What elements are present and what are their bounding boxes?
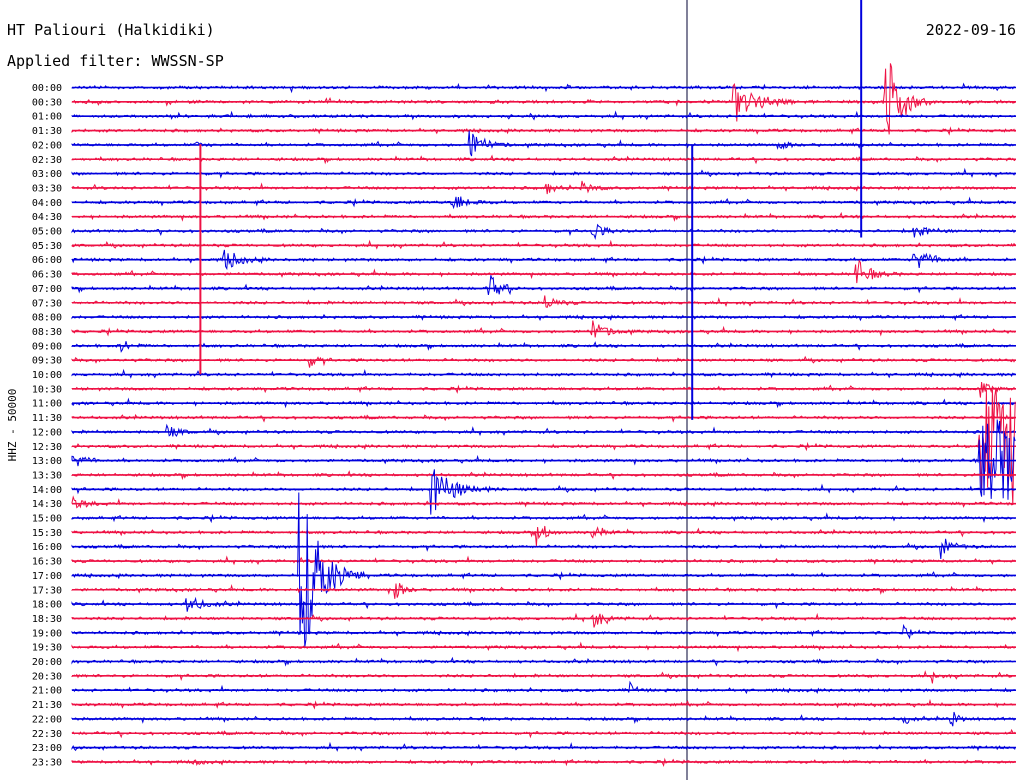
row-time-label: 15:00 [32, 514, 62, 525]
trace-row [71, 612, 1016, 628]
trace-row [71, 495, 1016, 509]
row-time-label: 12:00 [32, 427, 62, 438]
row-time-label: 00:30 [32, 97, 62, 108]
row-time-label: 23:30 [32, 757, 62, 768]
row-time-label: 11:30 [32, 413, 62, 424]
row-time-label: 18:30 [32, 614, 62, 625]
row-time-label: 02:30 [32, 155, 62, 166]
row-time-label: 14:30 [32, 499, 62, 510]
trace-row [71, 63, 1016, 135]
trace-row [71, 259, 1016, 284]
trace-row [71, 320, 1016, 338]
trace-row [71, 596, 1016, 612]
channel-scale-label: HHZ - 50000 [6, 389, 19, 462]
row-time-label: 20:30 [32, 671, 62, 682]
trace-row [71, 538, 1016, 559]
row-time-label: 13:00 [32, 456, 62, 467]
row-time-label: 16:00 [32, 542, 62, 553]
trace-row [71, 423, 1016, 437]
row-time-label: 07:30 [32, 298, 62, 309]
row-time-label: 04:00 [32, 198, 62, 209]
row-time-label: 12:30 [32, 442, 62, 453]
row-time-label: 08:00 [32, 313, 62, 324]
row-time-label: 07:00 [32, 284, 62, 295]
row-time-label: 05:00 [32, 227, 62, 238]
row-time-label: 13:30 [32, 470, 62, 481]
trace-row [71, 525, 1016, 547]
row-time-label: 06:30 [32, 270, 62, 281]
station-title: HT Paliouri (Halkidiki) [7, 21, 215, 39]
row-time-label: 03:00 [32, 169, 62, 180]
row-time-label: 22:00 [32, 714, 62, 725]
row-time-label: 08:30 [32, 327, 62, 338]
trace-row [71, 492, 1016, 648]
trace-row [71, 381, 1016, 398]
row-time-label: 10:00 [32, 370, 62, 381]
trace-row [71, 583, 1016, 599]
trace-row [71, 670, 1016, 684]
filter-label: Applied filter: WWSSN-SP [7, 52, 224, 70]
row-label-group: 00:00 00:30 01:00 01:30 02:00 02:30 03:00 03:30… [32, 83, 62, 768]
row-time-label: 02:00 [32, 140, 62, 151]
row-time-label: 15:30 [32, 528, 62, 539]
row-time-label: 11:00 [32, 399, 62, 410]
row-time-label: 14:00 [32, 485, 62, 496]
date-label: 2022-09-16 [926, 21, 1016, 39]
row-time-label: 01:30 [32, 126, 62, 137]
trace-group [71, 0, 1016, 767]
row-time-label: 10:30 [32, 384, 62, 395]
row-time-label: 17:00 [32, 571, 62, 582]
row-time-label: 06:00 [32, 255, 62, 266]
row-time-label: 04:30 [32, 212, 62, 223]
row-time-label: 23:00 [32, 743, 62, 754]
row-time-label: 16:30 [32, 557, 62, 568]
row-time-label: 19:00 [32, 628, 62, 639]
row-time-label: 21:00 [32, 686, 62, 697]
row-time-label: 21:30 [32, 700, 62, 711]
trace-row [71, 295, 1016, 308]
trace-row [71, 130, 1016, 157]
row-time-label: 20:00 [32, 657, 62, 668]
trace-row [71, 623, 1016, 640]
row-time-label: 01:00 [32, 112, 62, 123]
trace-row [71, 355, 1016, 368]
row-time-label: 18:00 [32, 600, 62, 611]
row-time-label: 19:30 [32, 643, 62, 654]
row-time-label: 09:00 [32, 341, 62, 352]
row-time-label: 00:00 [32, 83, 62, 94]
trace-row [71, 275, 1016, 296]
row-time-label: 22:30 [32, 729, 62, 740]
row-time-label: 05:30 [32, 241, 62, 252]
row-time-label: 09:30 [32, 356, 62, 367]
trace-row [71, 680, 1016, 695]
row-time-label: 17:30 [32, 585, 62, 596]
row-time-label: 03:30 [32, 183, 62, 194]
